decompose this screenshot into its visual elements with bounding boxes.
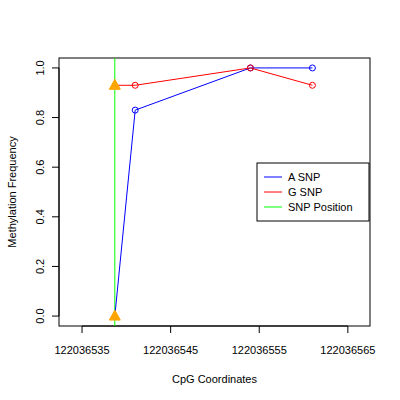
snp-point <box>109 79 120 89</box>
legend-label: SNP Position <box>288 201 353 213</box>
y-tick <box>52 167 59 168</box>
legend-key <box>264 177 282 178</box>
x-tick-label: 122036535 <box>55 344 110 356</box>
snp-position-line <box>114 58 115 326</box>
y-tick-label: 1.0 <box>34 60 46 75</box>
series-line <box>115 68 313 85</box>
x-tick <box>259 326 260 333</box>
y-tick-label: 0.2 <box>34 259 46 274</box>
point <box>132 107 138 113</box>
x-tick <box>82 326 83 333</box>
legend-box <box>257 163 369 221</box>
y-tick <box>52 266 59 267</box>
legend-key <box>264 207 282 208</box>
point <box>309 65 315 71</box>
y-tick <box>52 316 59 317</box>
legend-key <box>264 192 282 193</box>
y-tick-label: 0.0 <box>34 308 46 323</box>
y-axis-line <box>59 68 60 316</box>
x-axis-label: CpG Coordinates <box>172 373 257 385</box>
y-axis-label: Methylation Frequency <box>6 136 18 248</box>
y-tick-label: 0.6 <box>34 160 46 175</box>
x-tick-label: 122036545 <box>143 344 198 356</box>
plot-frame <box>59 58 370 326</box>
chart: 122036535 122036545 122036555 122036565 0.0 0… <box>0 0 400 400</box>
x-tick-label: 122036555 <box>232 344 287 356</box>
x-tick <box>347 326 348 333</box>
x-tick-label: 122036565 <box>320 344 375 356</box>
y-tick-label: 0.8 <box>34 110 46 125</box>
point <box>309 82 315 88</box>
legend-label: G SNP <box>288 186 322 198</box>
legend-label: A SNP <box>288 171 320 183</box>
snp-point <box>109 310 120 320</box>
x-tick <box>170 326 171 333</box>
y-tick-label: 0.4 <box>34 209 46 224</box>
y-tick <box>52 117 59 118</box>
x-axis-line <box>82 326 348 327</box>
y-tick <box>52 216 59 217</box>
point <box>247 65 253 71</box>
point <box>132 82 138 88</box>
point <box>247 65 253 71</box>
y-tick <box>52 67 59 68</box>
